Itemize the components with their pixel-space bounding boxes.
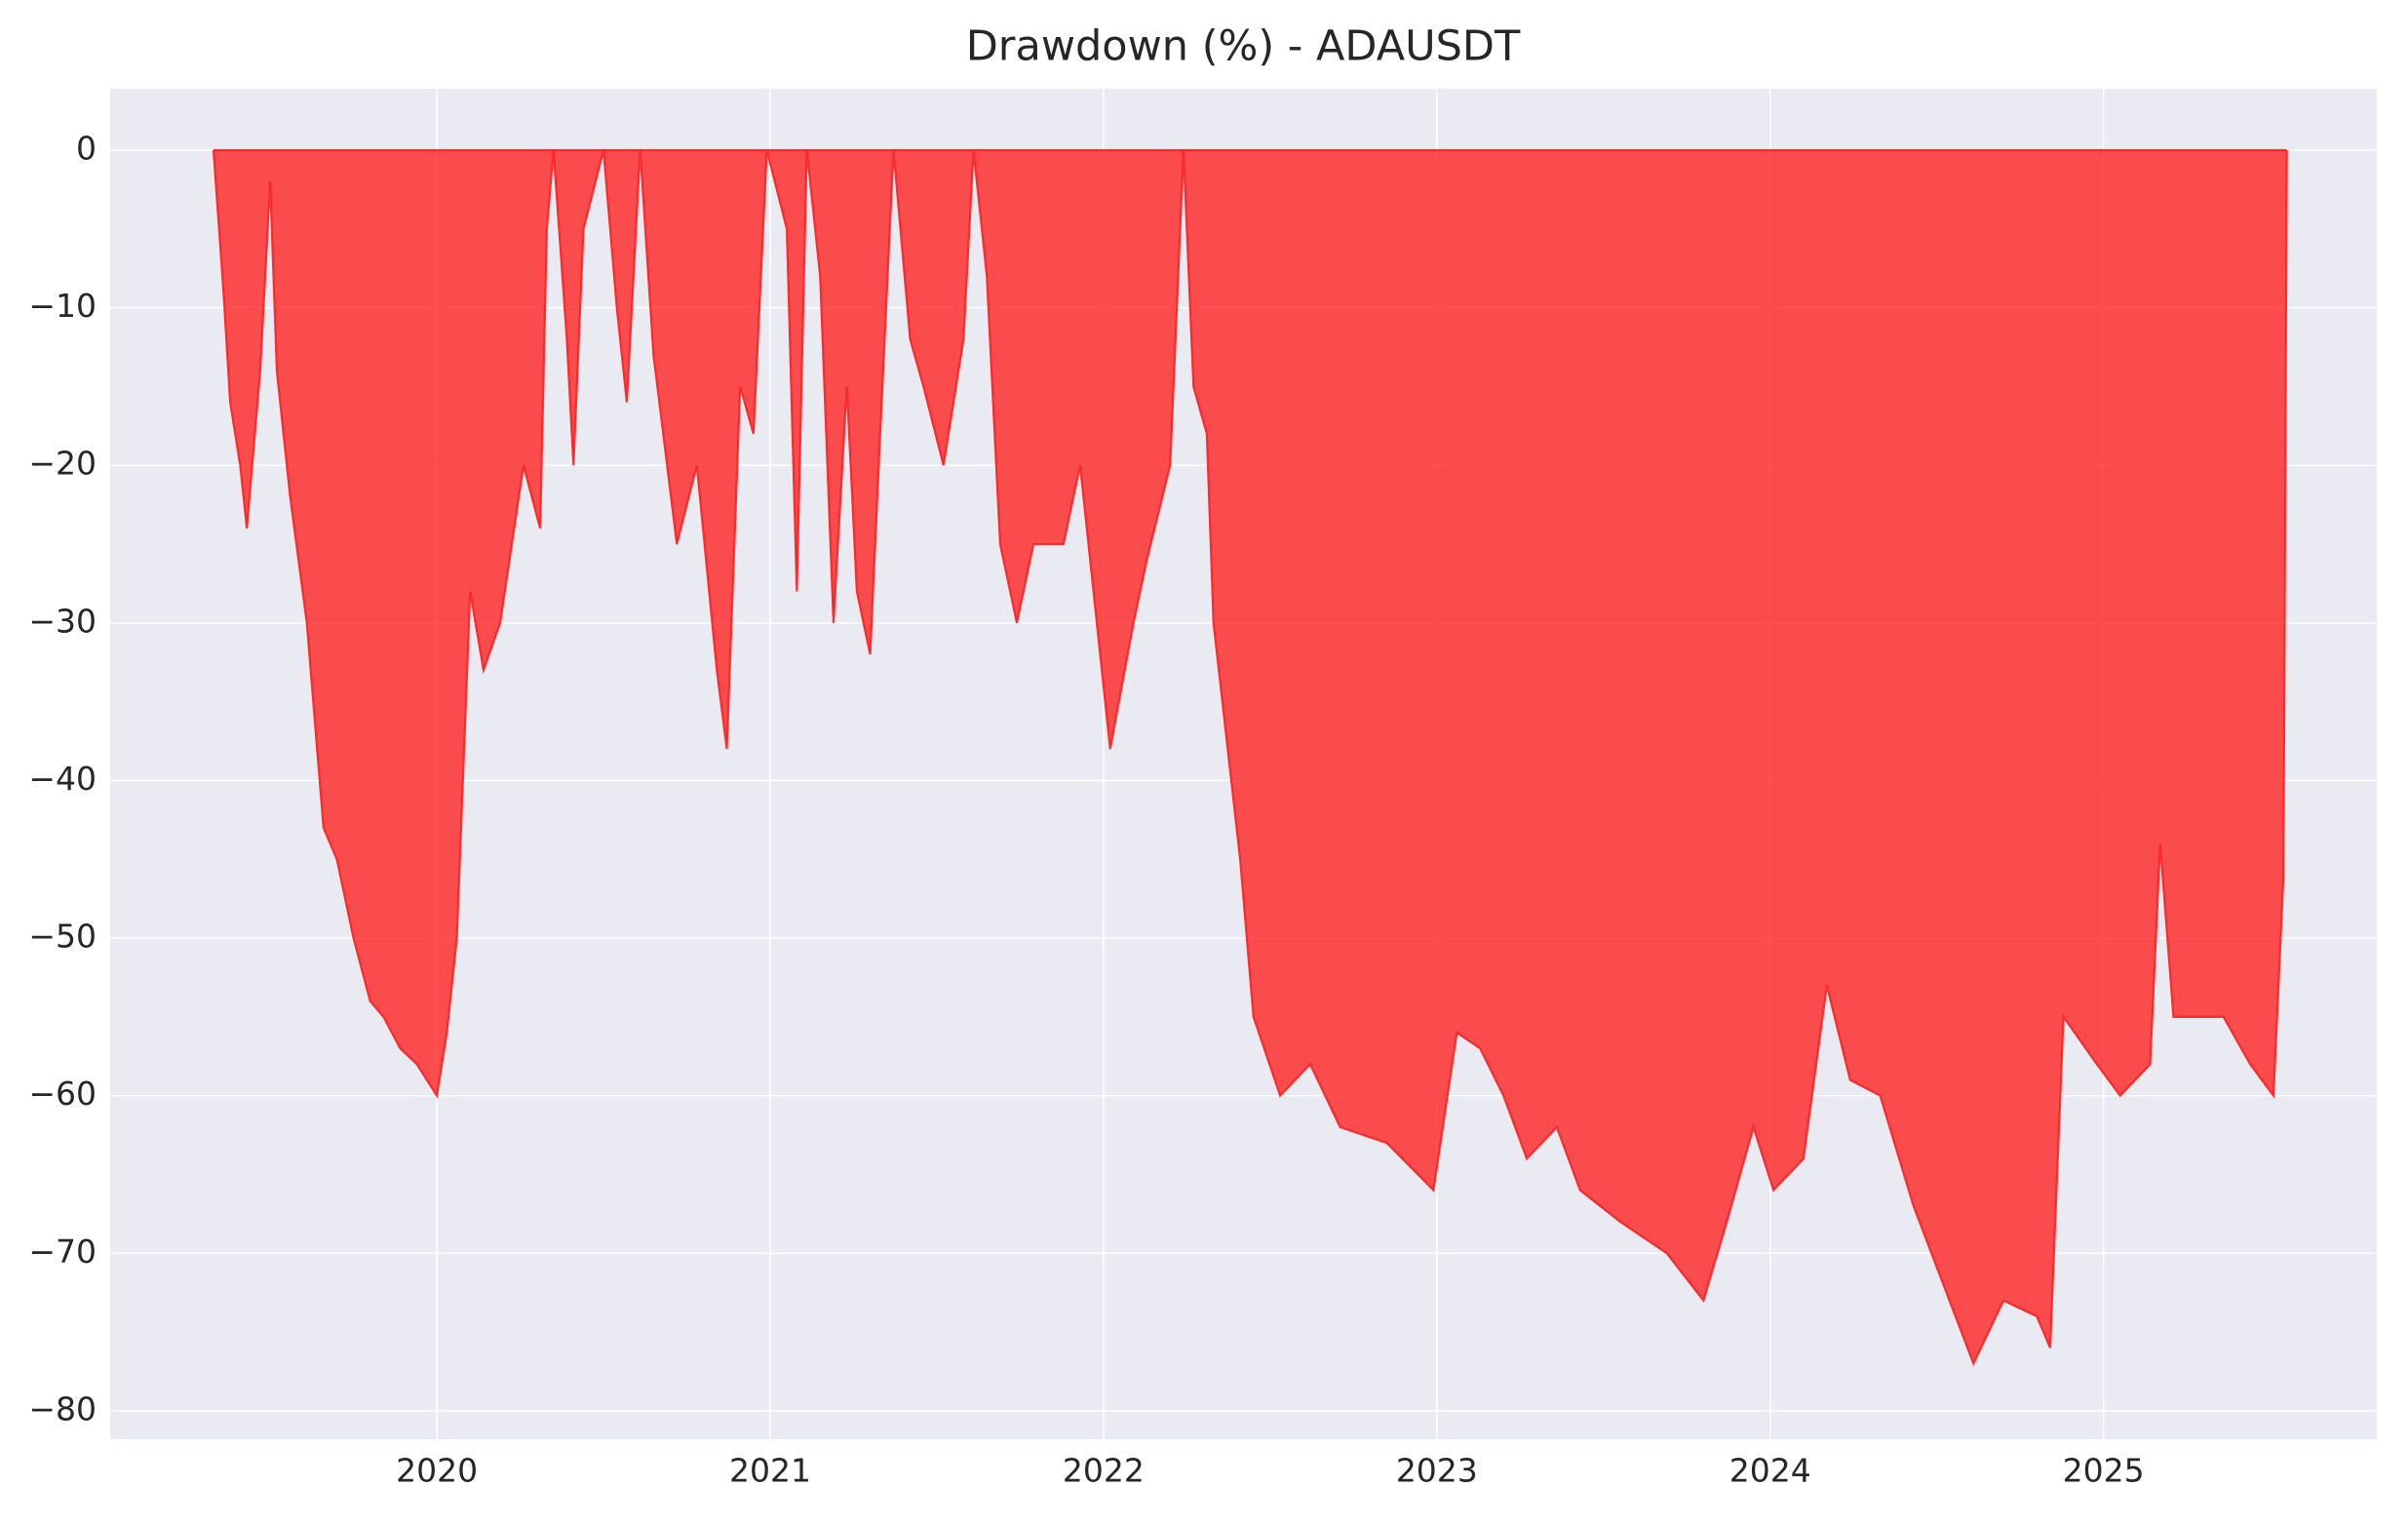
x-tick-label: 2020 <box>396 1452 478 1490</box>
y-tick-label: −10 <box>28 287 97 325</box>
y-tick-label: −20 <box>28 445 97 483</box>
x-tick-label: 2024 <box>1729 1452 1811 1490</box>
x-tick-label: 2021 <box>729 1452 811 1490</box>
x-tick-label: 2025 <box>2063 1452 2145 1490</box>
y-tick-label: −30 <box>28 602 97 640</box>
drawdown-line <box>212 149 2288 1367</box>
area-fill <box>213 150 2287 1364</box>
y-tick-label: −70 <box>28 1232 97 1271</box>
y-tick-label: −50 <box>28 918 97 956</box>
x-tick-label: 2023 <box>1396 1452 1478 1490</box>
y-tick-label: 0 <box>76 130 97 168</box>
y-tick-label: −60 <box>28 1075 97 1113</box>
y-tick-label: −40 <box>28 760 97 798</box>
chart-title: Drawdown (%) - ADAUSDT <box>966 22 1521 71</box>
y-tick-label: −80 <box>28 1389 97 1427</box>
x-tick-label: 2022 <box>1063 1452 1145 1490</box>
